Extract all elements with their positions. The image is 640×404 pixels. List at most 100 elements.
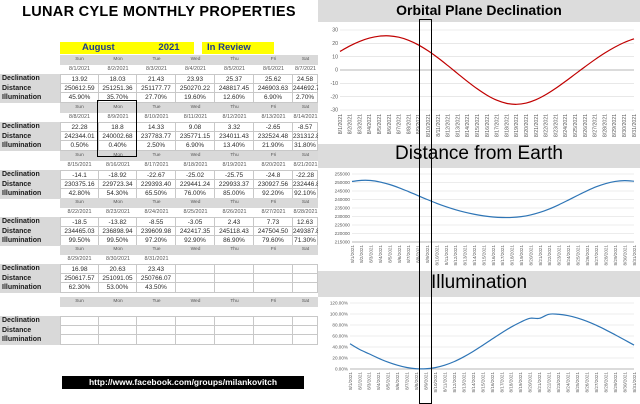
distance-row-label: Distance	[0, 226, 60, 236]
date-cell: 8/19/2021	[222, 161, 247, 168]
x-tick-label: 8/4/2021	[376, 372, 381, 390]
illumination-value: 13.40%	[215, 141, 254, 151]
date-cell	[137, 307, 176, 317]
weekday-label: Thu	[215, 297, 254, 307]
distance-value: 229393.40	[137, 179, 176, 189]
declination-value: -22.67	[137, 170, 176, 180]
x-tick-label: 8/14/2021	[472, 245, 477, 266]
illumination-value: 0.50%	[60, 141, 99, 151]
distance-value	[215, 273, 254, 283]
distance-value: 229441.24	[176, 179, 215, 189]
x-tick-label: 8/9/2021	[425, 245, 430, 263]
illumination-value: 19.60%	[176, 93, 215, 103]
distance-value: 237783.77	[137, 131, 176, 141]
declination-value: 7.73	[254, 217, 293, 227]
declination-row-label: Declination	[0, 316, 60, 326]
date-cell	[99, 307, 137, 317]
declination-value: -14.1	[60, 170, 99, 180]
x-tick-label: 8/24/2021	[566, 372, 571, 393]
year-label: 2021	[144, 42, 194, 54]
weekday-label: Fri	[254, 55, 293, 65]
date-cell: 8/22/2021	[67, 208, 92, 215]
x-tick-label: 8/14/2021	[471, 372, 476, 393]
current-day-marker	[419, 19, 432, 404]
x-tick-label: 8/3/2021	[369, 245, 374, 263]
x-tick-label: 8/11/2021	[444, 245, 449, 266]
declination-value	[254, 316, 293, 326]
weekday-label: Sat	[293, 151, 318, 161]
y-tick-label: 100.00%	[330, 312, 348, 317]
footer-link[interactable]: http://www.facebook.com/groups/milankovi…	[62, 376, 304, 389]
weekday-label: Tue	[137, 151, 176, 161]
x-tick-label: 8/19/2021	[518, 372, 523, 393]
illumination-value: 21.90%	[254, 141, 293, 151]
y-tick-label: 230000	[335, 214, 351, 219]
y-tick-label: 60.00%	[332, 334, 348, 339]
declination-value: 3.32	[215, 122, 254, 132]
declination-value: 23.93	[176, 74, 215, 84]
x-tick-label: 8/28/2021	[602, 114, 608, 137]
y-tick-label: 120.00%	[330, 301, 348, 306]
declination-value: 23.43	[137, 264, 176, 274]
y-tick-label: 245000	[335, 189, 351, 194]
x-tick-label: 8/8/2021	[414, 372, 419, 390]
illumination-row-label: Illumination	[0, 283, 60, 293]
weekday-label: Fri	[254, 297, 293, 307]
distance-row: Distance 230375.16 229723.34 229393.40 22944…	[0, 179, 323, 189]
series-line	[349, 313, 635, 370]
x-tick-label: 8/16/2021	[490, 372, 495, 393]
y-tick-label: 240000	[335, 197, 351, 202]
y-tick-label: 250000	[335, 180, 351, 185]
distance-value: 231312.81	[293, 131, 324, 141]
weekday-label: Mon	[99, 245, 137, 255]
weekday-label: Sun	[60, 151, 99, 161]
weekday-label: Tue	[137, 55, 176, 65]
date-cell: 8/14/2021	[293, 113, 318, 120]
x-tick-label: 8/16/2021	[485, 114, 491, 137]
date-cell: 8/25/2021	[183, 208, 208, 215]
declination-value: 13.92	[60, 74, 99, 84]
date-cell: 8/9/2021	[107, 113, 129, 120]
y-tick-label: 40.00%	[332, 345, 348, 350]
declination-row: Declination 13.92 18.03 21.43 23.93 25.37 25.6…	[0, 74, 318, 84]
x-tick-label: 8/27/2021	[594, 245, 599, 266]
distance-chart-svg: 215000 220000 225000 230000 235000 240000 2450…	[335, 172, 637, 266]
date-row: 8/1/2021 8/2/2021 8/3/2021 8/4/2021 8/5/2021…	[0, 65, 318, 75]
date-cell	[215, 307, 254, 317]
y-tick-label: -10	[331, 81, 339, 87]
x-tick-label: 8/15/2021	[475, 114, 481, 137]
x-tick-label: 8/15/2021	[481, 245, 486, 266]
declination-value	[176, 316, 215, 326]
date-cell	[176, 307, 215, 317]
weekday-label: Mon	[99, 198, 137, 208]
x-tick-label: 8/13/2021	[463, 245, 468, 266]
declination-value: 25.62	[254, 74, 293, 84]
illumination-value	[176, 283, 215, 293]
x-tick-label: 8/12/2021	[452, 372, 457, 393]
distance-row: Distance 250617.57 251091.05 250766.07	[0, 273, 318, 283]
x-tick-label: 8/11/2021	[442, 372, 447, 393]
x-tick-label: 8/26/2021	[583, 114, 589, 137]
distance-value: 229723.34	[99, 179, 137, 189]
weekday-label: Sun	[60, 198, 99, 208]
x-tick-label: 8/10/2021	[426, 114, 432, 137]
illumination-value	[137, 335, 176, 345]
illumination-value: 2.50%	[137, 141, 176, 151]
x-tick-label: 8/25/2021	[575, 245, 580, 266]
illumination-row-label: Illumination	[0, 189, 60, 199]
distance-chart-title: Distance from Earth	[395, 143, 563, 164]
declination-row: Declination 16.98 20.63 23.43	[0, 264, 318, 274]
date-cell	[176, 255, 215, 265]
date-cell: 8/23/2021	[106, 208, 130, 215]
distance-value	[99, 325, 137, 335]
illumination-chart: 0.00% 20.00% 40.00% 60.00% 80.00% 100.00% 120.…	[318, 297, 640, 404]
distance-value: 244692.79	[293, 83, 324, 93]
series-line	[351, 179, 635, 219]
date-row: 8/15/2021 8/16/2021 8/17/2021 8/18/2021 8/19…	[0, 161, 318, 171]
declination-chart: -30 -20 -10 0 10 20 30 8/1/2021 8/2/2021 8/3/2021…	[318, 22, 640, 144]
x-tick-label: 8/24/2021	[563, 114, 569, 137]
weekday-header-row: Sun Mon Tue Wed Thu Fri Sat	[0, 245, 318, 255]
illumination-row: Illumination 45.90% 35.70% 27.70% 19.60% 12.6…	[0, 93, 318, 103]
weekday-label: Sun	[60, 245, 99, 255]
declination-value	[254, 264, 293, 274]
